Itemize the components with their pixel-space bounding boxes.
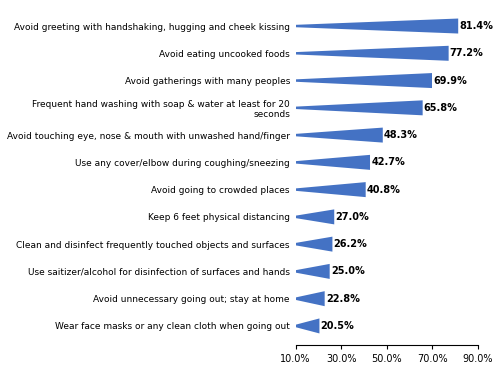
Text: 65.8%: 65.8%	[424, 103, 458, 113]
Text: 81.4%: 81.4%	[460, 21, 493, 31]
Text: 77.2%: 77.2%	[450, 48, 484, 58]
Text: 69.9%: 69.9%	[433, 76, 467, 86]
Polygon shape	[296, 264, 330, 279]
Text: 48.3%: 48.3%	[384, 130, 418, 140]
Text: 25.0%: 25.0%	[331, 266, 364, 276]
Polygon shape	[296, 318, 320, 334]
Polygon shape	[296, 155, 370, 170]
Polygon shape	[296, 19, 458, 33]
Polygon shape	[296, 291, 324, 306]
Text: 22.8%: 22.8%	[326, 294, 360, 304]
Polygon shape	[296, 46, 448, 61]
Text: 27.0%: 27.0%	[336, 212, 369, 222]
Polygon shape	[296, 237, 333, 252]
Polygon shape	[296, 182, 366, 197]
Polygon shape	[296, 73, 432, 88]
Text: 40.8%: 40.8%	[367, 185, 400, 195]
Text: 42.7%: 42.7%	[371, 157, 405, 167]
Text: 26.2%: 26.2%	[334, 239, 368, 249]
Text: 20.5%: 20.5%	[320, 321, 354, 331]
Polygon shape	[296, 209, 334, 224]
Polygon shape	[296, 100, 422, 115]
Polygon shape	[296, 128, 383, 142]
